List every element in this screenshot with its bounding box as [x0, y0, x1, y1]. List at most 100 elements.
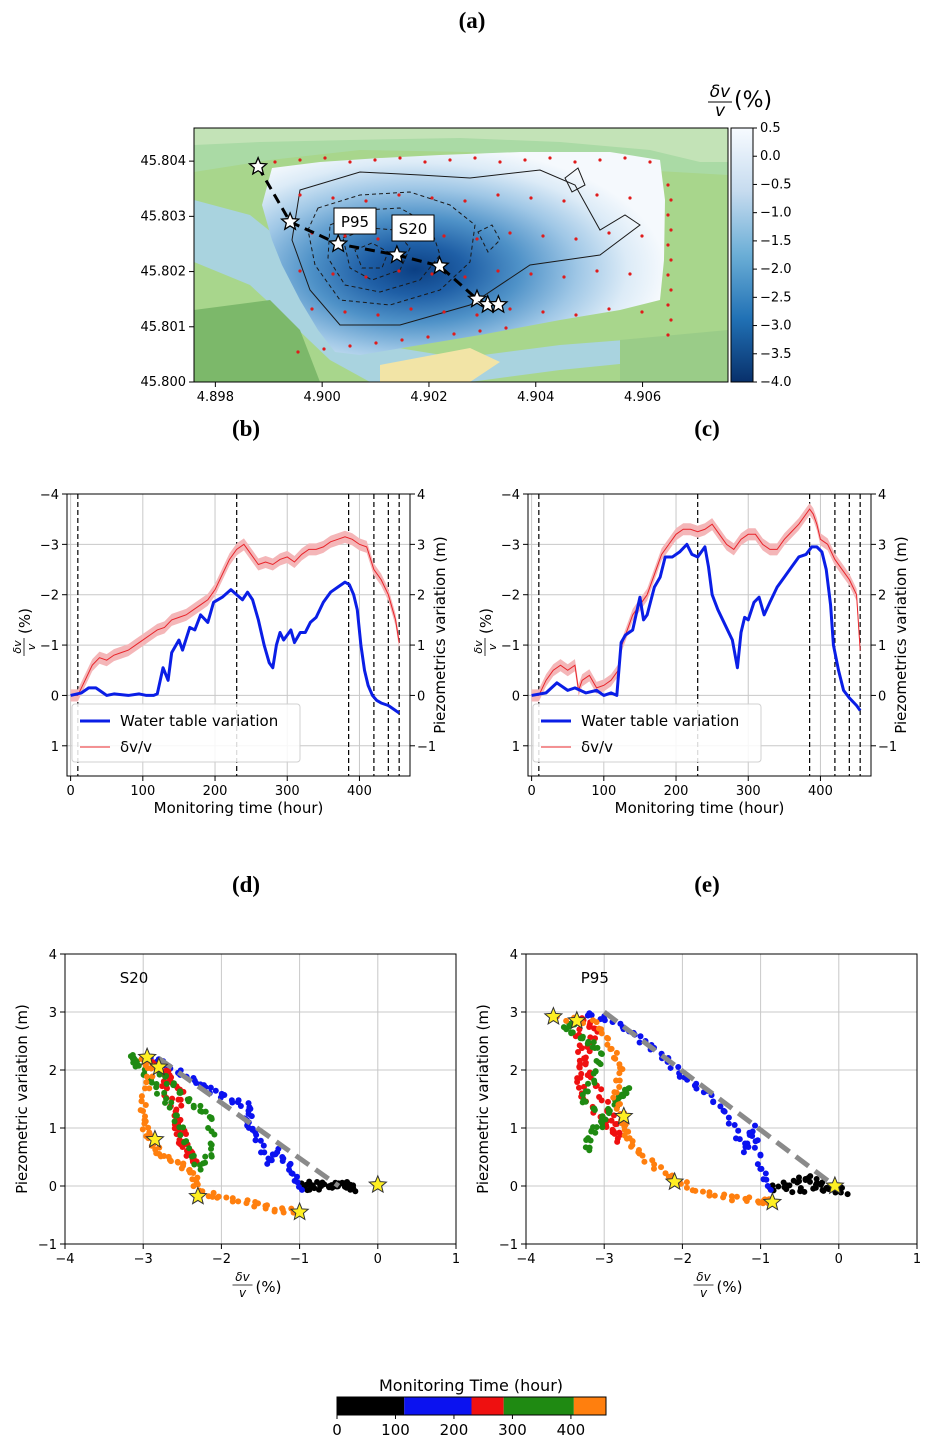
phase-point — [235, 1097, 242, 1104]
phase-point — [817, 1181, 824, 1188]
event-star — [543, 1006, 564, 1025]
phase-point — [641, 1158, 648, 1165]
phase-point — [591, 1079, 598, 1086]
station-star — [466, 288, 488, 308]
sensor-dot — [529, 272, 533, 276]
phase-point — [163, 1095, 170, 1102]
phase-point — [160, 1153, 167, 1160]
phase-point — [593, 1019, 600, 1026]
phase-point — [721, 1108, 728, 1115]
time-colorbar-segment — [471, 1397, 504, 1415]
phase-point — [575, 1048, 582, 1055]
station-label-p95-text: P95 — [341, 213, 369, 231]
time-colorbar-tick-label: 100 — [381, 1421, 410, 1439]
phase-point — [606, 1107, 613, 1114]
sensor-dot — [669, 228, 673, 232]
y-tick-label: 3 — [49, 1006, 57, 1021]
y-axis-label: Piezometric variation (m) — [474, 1004, 492, 1194]
station-star — [247, 155, 269, 176]
phase-point — [616, 1083, 623, 1090]
phase-point — [248, 1113, 255, 1120]
sensor-dot — [442, 234, 446, 238]
phase-point — [153, 1080, 160, 1087]
sensor-dot — [463, 199, 467, 203]
phase-point — [636, 1039, 643, 1046]
phase-point — [223, 1194, 230, 1201]
y2-tick-label: 3 — [417, 538, 425, 553]
sensor-dots — [273, 156, 673, 354]
scatter-panel-s20: −4 −3 −2 −1 0 1 −1 0 1 2 3 4 S20 δv v (%) Piezometric va… — [13, 948, 460, 1300]
event-star — [567, 1010, 587, 1030]
phase-point — [143, 1079, 150, 1086]
phase-point — [244, 1197, 251, 1204]
phase-point — [229, 1195, 236, 1202]
y2-axis-label: Piezometrics variation (m) — [431, 536, 449, 733]
x-axis-label-unit: (%) — [256, 1278, 282, 1296]
phase-point — [289, 1170, 296, 1177]
phase-point — [286, 1162, 293, 1169]
x-tick-label: −2 — [212, 1252, 231, 1267]
y-axis-label: δv v (%) — [11, 608, 38, 656]
event-star — [367, 1174, 388, 1194]
sensor-dot — [628, 272, 632, 276]
x-tick-label: 1 — [452, 1252, 460, 1267]
y2-axis-label: Piezometrics variation (m) — [892, 536, 910, 733]
phase-point — [280, 1209, 287, 1216]
sensor-dot — [669, 198, 673, 202]
y2-tick-label: 0 — [417, 689, 425, 704]
phase-point — [711, 1192, 718, 1199]
x-axis-label: Monitoring time (hour) — [154, 799, 324, 817]
station-star — [279, 211, 301, 231]
sensor-dot — [669, 318, 673, 322]
panel-title-b: (b) — [232, 416, 260, 441]
sensor-dot — [669, 288, 673, 292]
phase-point — [235, 1198, 242, 1205]
phase-point — [610, 1054, 617, 1061]
sensor-dot — [298, 193, 302, 197]
y-tick-label: 45.801 — [141, 320, 187, 335]
phase-point — [623, 1135, 630, 1142]
phase-point — [639, 1152, 646, 1159]
phase-point — [732, 1135, 739, 1142]
sensor-dot — [323, 156, 327, 160]
y-tick-label: 0 — [512, 689, 520, 704]
phase-point — [173, 1106, 180, 1113]
phase-point — [166, 1104, 173, 1111]
phase-point — [202, 1153, 209, 1160]
phase-point — [587, 1137, 594, 1144]
panel-title-a: (a) — [459, 8, 486, 33]
phase-point — [171, 1118, 178, 1125]
phase-point — [257, 1137, 264, 1144]
phase-point — [294, 1173, 301, 1180]
phase-point — [608, 1117, 615, 1124]
colorbar-tick-label: −1.5 — [760, 234, 792, 249]
sensor-dot — [623, 156, 627, 160]
phase-point — [589, 1044, 596, 1051]
sensor-dot — [529, 196, 533, 200]
x-tick-label: −3 — [134, 1252, 153, 1267]
phase-point — [566, 1023, 573, 1030]
phase-point — [585, 1080, 592, 1087]
sensor-dot — [498, 160, 502, 164]
phase-point — [735, 1127, 742, 1134]
phase-point — [191, 1161, 198, 1168]
phase-point — [141, 1085, 148, 1092]
phase-point — [139, 1126, 146, 1133]
phase-point — [794, 1179, 801, 1186]
dvv-uncertainty-band — [70, 530, 400, 702]
phase-point — [308, 1183, 315, 1190]
sensor-dot — [548, 156, 552, 160]
phase-point — [614, 1138, 621, 1145]
dvv-line — [531, 508, 861, 696]
phase-point — [651, 1161, 658, 1168]
y-axis-label-num: δv — [11, 640, 24, 654]
y2-tick-label: 2 — [417, 589, 425, 604]
y2-tick-label: 1 — [417, 639, 425, 654]
phase-point — [137, 1107, 144, 1114]
phase-point — [797, 1188, 804, 1195]
sensor-dot — [374, 341, 378, 345]
x-tick-label: 4.902 — [410, 390, 447, 405]
time-colorbar-tick-label: 300 — [498, 1421, 527, 1439]
phase-point — [218, 1090, 225, 1097]
phase-point — [616, 1077, 623, 1084]
